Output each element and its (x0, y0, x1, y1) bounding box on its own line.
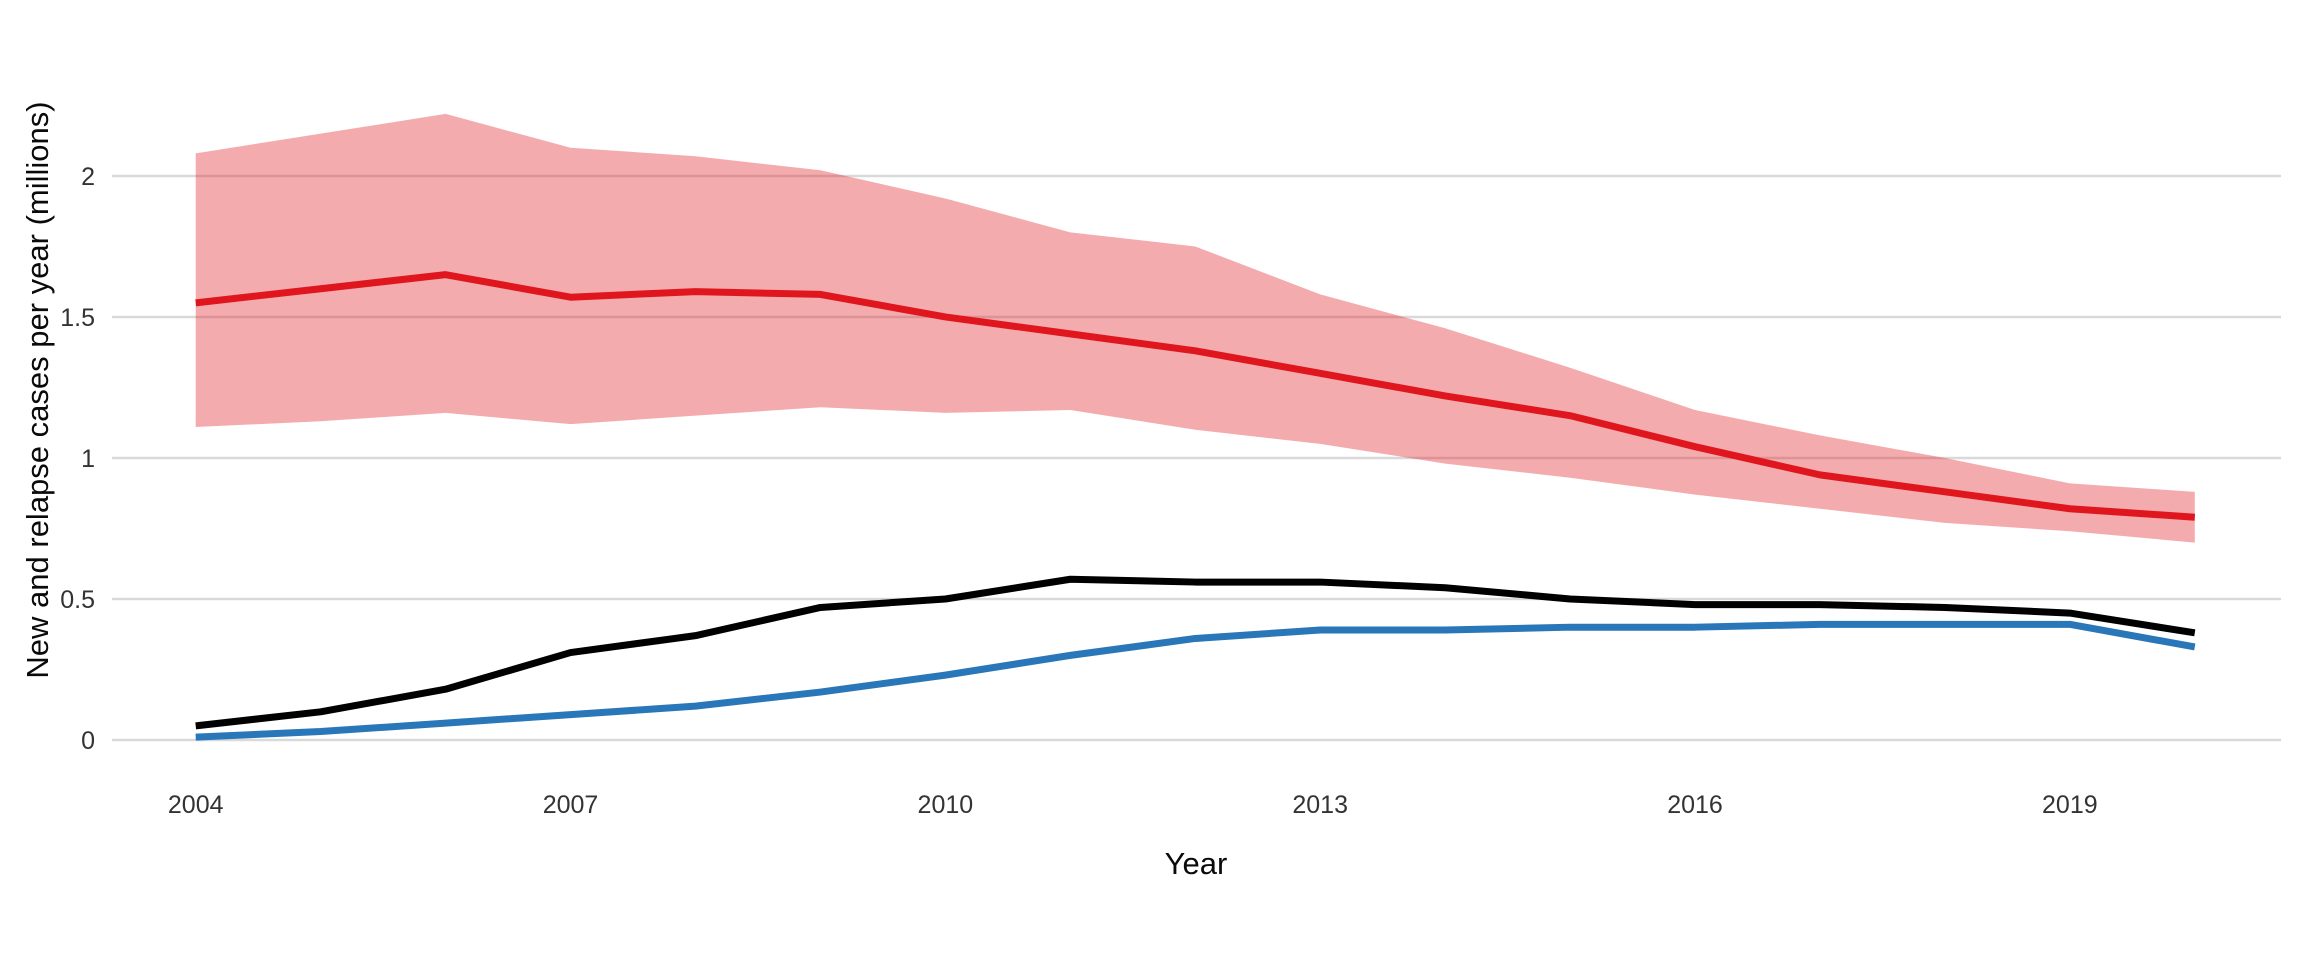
x-tick-label: 2013 (1292, 791, 1348, 819)
y-tick-label: 0 (81, 727, 95, 755)
y-axis-tick-labels: 0 0.5 1 1.5 2 (60, 163, 95, 755)
x-tick-label: 2016 (1667, 791, 1723, 819)
x-axis-tick-labels: 2004 2007 2010 2013 2016 2019 (168, 791, 2098, 819)
y-tick-label: 2 (81, 163, 95, 191)
black-trend-line (195, 575, 2196, 730)
red-trend-line (195, 271, 2196, 521)
blue-trend-line (195, 620, 2196, 741)
x-tick-label: 2004 (168, 791, 224, 819)
x-tick-label: 2010 (918, 791, 974, 819)
y-axis-title: New and relapse cases per year (millions… (20, 101, 55, 678)
x-tick-label: 2019 (2042, 791, 2098, 819)
y-tick-label: 1 (81, 445, 95, 473)
gridlines (112, 174, 2281, 742)
y-tick-label: 0.5 (60, 586, 95, 614)
uncertainty-band (195, 113, 2195, 543)
x-tick-label: 2007 (543, 791, 599, 819)
uncertainty-band-group (195, 113, 2195, 543)
data-lines-group (195, 271, 2196, 741)
y-tick-label: 1.5 (60, 304, 95, 332)
x-axis-title: Year (1165, 846, 1228, 881)
